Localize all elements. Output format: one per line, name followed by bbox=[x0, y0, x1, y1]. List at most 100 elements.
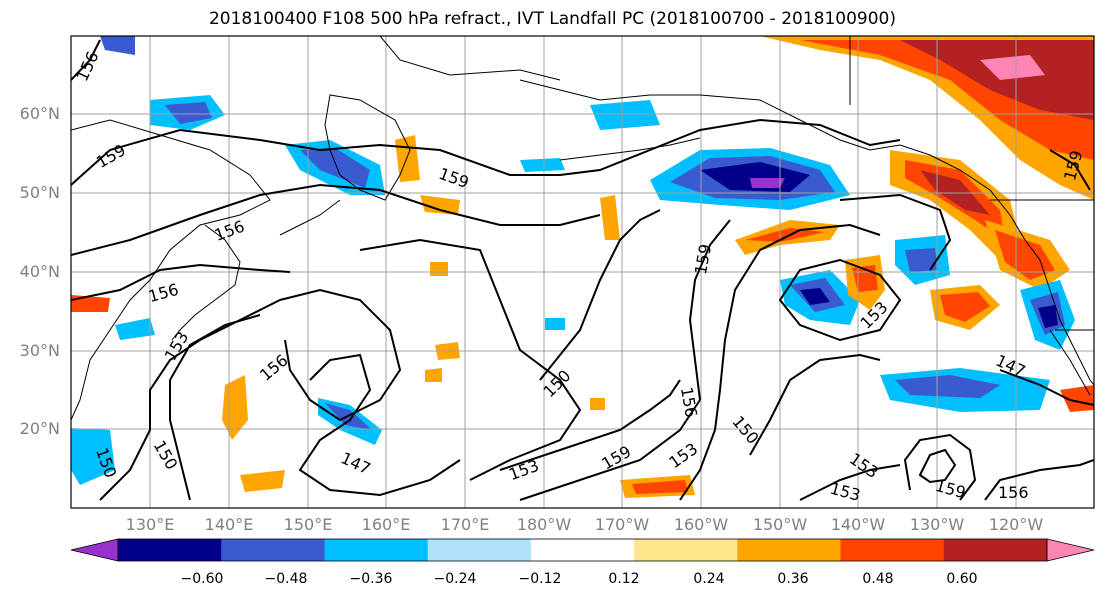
shade-blob bbox=[632, 480, 688, 494]
colorbar-segment bbox=[840, 539, 945, 561]
colorbar-segment bbox=[943, 539, 1048, 561]
contour-layer bbox=[71, 39, 1094, 501]
coastline-alaska bbox=[519, 79, 931, 156]
contour-line bbox=[519, 399, 701, 501]
lat-label: 50°N bbox=[19, 183, 60, 202]
shade-blob bbox=[995, 230, 1055, 280]
lat-label: 30°N bbox=[19, 341, 60, 360]
colorbar-segment bbox=[427, 539, 532, 561]
shade-blob bbox=[1038, 305, 1058, 328]
coastline-na bbox=[929, 154, 1094, 386]
shade-blob bbox=[1060, 385, 1094, 412]
shade-blob bbox=[430, 262, 448, 276]
contour-line bbox=[169, 314, 261, 501]
contour-line bbox=[999, 369, 1094, 406]
colorbar-tick: −0.36 bbox=[349, 571, 393, 587]
shade-blob bbox=[905, 248, 938, 272]
colorbar-segment bbox=[324, 539, 429, 561]
map-title: 2018100400 F108 500 hPa refract., IVT La… bbox=[208, 9, 896, 29]
contour-label: 156 bbox=[998, 483, 1029, 502]
shade-blob bbox=[750, 178, 785, 188]
contour-line bbox=[298, 353, 461, 497]
shade-blob bbox=[420, 195, 460, 215]
contour-line bbox=[71, 183, 601, 256]
shade-blob bbox=[895, 375, 1000, 398]
shade-blob bbox=[745, 228, 825, 242]
contour-line bbox=[903, 433, 977, 501]
coastline-japan bbox=[171, 224, 241, 341]
shade-blob bbox=[545, 318, 565, 330]
colorbar-segment bbox=[118, 539, 222, 561]
shade-blob bbox=[115, 318, 155, 340]
colorbar-low-extend bbox=[70, 538, 119, 562]
lon-label: 170°E bbox=[440, 515, 490, 534]
lon-label: 130°W bbox=[909, 515, 965, 534]
grid-layer bbox=[71, 36, 1094, 508]
coastline-siberia bbox=[379, 36, 561, 81]
contour-line bbox=[539, 209, 661, 381]
colorbar-tick: −0.60 bbox=[180, 571, 224, 587]
colorbar-segment bbox=[737, 539, 842, 561]
lon-label: 160°E bbox=[361, 515, 411, 534]
colorbar-segment bbox=[634, 539, 738, 561]
shade-blob bbox=[165, 102, 212, 124]
shade-blob bbox=[100, 36, 135, 55]
shade-blob bbox=[425, 368, 442, 382]
shade-blob bbox=[240, 470, 285, 492]
lon-label: 150°E bbox=[283, 515, 333, 534]
lon-label: 150°W bbox=[752, 515, 808, 534]
contour-line bbox=[99, 288, 402, 501]
contour-line bbox=[984, 459, 1094, 501]
map-frame bbox=[70, 35, 1095, 509]
lat-label: 40°N bbox=[19, 262, 60, 281]
coastline-layer bbox=[71, 36, 1094, 421]
contour-line bbox=[499, 379, 681, 471]
shade-blob bbox=[980, 55, 1045, 80]
contour-line bbox=[918, 448, 957, 484]
colorbar-tick: −0.48 bbox=[264, 571, 308, 587]
contour-line bbox=[359, 238, 582, 481]
coastline-aleutians bbox=[559, 137, 701, 161]
colorbar-tick: 0.48 bbox=[862, 571, 894, 587]
shade-blob bbox=[900, 40, 1094, 120]
contour-line bbox=[688, 219, 731, 401]
shade-blob bbox=[590, 100, 660, 130]
colorbar-tick: −0.24 bbox=[433, 571, 477, 587]
coastline-kurils bbox=[279, 199, 341, 236]
shade-blob bbox=[800, 288, 830, 305]
colorbar-tick: 0.12 bbox=[608, 571, 640, 587]
shade-blob bbox=[71, 295, 110, 312]
lon-label: 140°E bbox=[204, 515, 254, 534]
shade-blob bbox=[71, 428, 115, 485]
shade-blob bbox=[600, 195, 620, 240]
colorbar-segment bbox=[221, 539, 325, 561]
lon-label: 120°W bbox=[988, 515, 1044, 534]
contour-line bbox=[778, 258, 902, 342]
colorbar-tick: 0.24 bbox=[693, 571, 725, 587]
colorbar-segment bbox=[530, 539, 635, 561]
lon-label: 160°W bbox=[673, 515, 729, 534]
coastline-asia bbox=[71, 119, 271, 421]
shade-blob bbox=[940, 292, 990, 322]
lat-label: 60°N bbox=[19, 104, 60, 123]
contour-line bbox=[679, 223, 881, 501]
contour-line bbox=[1049, 149, 1091, 191]
contour-line bbox=[799, 464, 901, 501]
lon-label: 170°W bbox=[594, 515, 650, 534]
contour-line bbox=[839, 193, 952, 271]
lon-label: 130°E bbox=[125, 515, 175, 534]
shade-blob bbox=[520, 158, 565, 172]
shade-blob bbox=[300, 148, 370, 188]
lon-label: 140°W bbox=[830, 515, 886, 534]
coastline-baja bbox=[1049, 329, 1091, 396]
colorbar-tick: −0.12 bbox=[518, 571, 562, 587]
shade-blob bbox=[590, 398, 605, 410]
contour-line bbox=[749, 353, 881, 456]
colorbar-segments bbox=[118, 539, 1048, 561]
colorbar-tick: 0.60 bbox=[946, 571, 978, 587]
lat-label: 20°N bbox=[19, 419, 60, 438]
colorbar-tick: 0.36 bbox=[777, 571, 809, 587]
colorbar-high-extend bbox=[1046, 538, 1095, 562]
contour-line bbox=[71, 39, 101, 81]
